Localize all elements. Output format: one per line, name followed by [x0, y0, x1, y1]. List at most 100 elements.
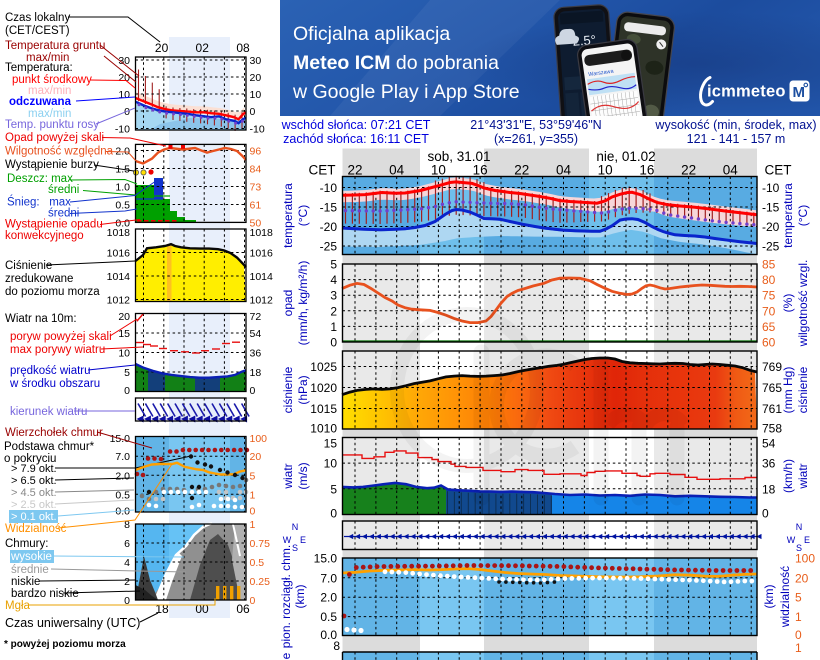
svg-text:2.0: 2.0	[115, 470, 130, 482]
svg-text:-20: -20	[762, 220, 780, 234]
svg-text:> 6.5 okt.: > 6.5 okt.	[11, 475, 57, 487]
svg-text:15: 15	[324, 437, 338, 451]
svg-text:Mgła: Mgła	[5, 600, 31, 612]
svg-text:ciśnienie: ciśnienie	[281, 366, 295, 413]
svg-text:w Google Play i App Store: w Google Play i App Store	[292, 81, 520, 103]
svg-text:5: 5	[330, 258, 337, 272]
svg-text:8: 8	[333, 639, 340, 653]
svg-text:758: 758	[762, 422, 782, 436]
svg-text:10: 10	[118, 348, 130, 360]
svg-text:Wystąpienie burzy: Wystąpienie burzy	[5, 159, 99, 171]
svg-text:* powyżej poziomu morza: * powyżej poziomu morza	[4, 639, 126, 650]
svg-text:121 - 141 - 157 m: 121 - 141 - 157 m	[687, 132, 786, 146]
svg-text:punkt środkowy: punkt środkowy	[12, 74, 92, 86]
svg-text:max porywy wiatru: max porywy wiatru	[10, 344, 105, 356]
svg-text:-25: -25	[320, 240, 338, 254]
svg-text:2: 2	[330, 304, 337, 318]
svg-text:ciśnienie: ciśnienie	[796, 366, 810, 413]
svg-text:1020: 1020	[310, 381, 337, 395]
svg-text:Deszcz: max: Deszcz: max	[7, 173, 73, 185]
svg-text:Chmury:: Chmury:	[5, 538, 48, 550]
svg-text:18: 18	[762, 482, 776, 496]
svg-text:Ciśnienie: Ciśnienie	[5, 260, 52, 272]
svg-text:6: 6	[124, 538, 130, 550]
svg-text:1025: 1025	[310, 360, 337, 374]
svg-text:0.75: 0.75	[250, 538, 271, 550]
svg-text:20: 20	[250, 72, 262, 84]
svg-text:średni: średni	[48, 184, 79, 196]
svg-text:Wystąpienie opadu: Wystąpienie opadu	[5, 219, 103, 231]
svg-text:CET: CET	[765, 163, 792, 178]
svg-text:02: 02	[196, 41, 210, 55]
svg-text:2.0: 2.0	[320, 591, 337, 605]
svg-text:(x=261, y=355): (x=261, y=355)	[494, 132, 578, 146]
svg-text:16: 16	[639, 163, 654, 178]
svg-text:(mm/h, kg/m²/h): (mm/h, kg/m²/h)	[296, 261, 310, 346]
svg-text:10: 10	[250, 89, 262, 101]
svg-text:20: 20	[795, 571, 809, 585]
svg-text:-20: -20	[320, 220, 338, 234]
svg-text:wilgotność wzgl.: wilgotność wzgl.	[796, 260, 810, 348]
svg-text:100: 100	[250, 433, 268, 445]
svg-text:Warszawa: Warszawa	[588, 69, 615, 79]
svg-text:CET: CET	[309, 163, 336, 178]
svg-text:100: 100	[795, 552, 815, 566]
svg-text:Wilgotność względna: Wilgotność względna	[5, 146, 114, 158]
svg-text:max/min: max/min	[28, 108, 71, 120]
svg-text:temperatura: temperatura	[781, 183, 795, 248]
svg-text:4: 4	[124, 557, 130, 569]
svg-text:73: 73	[250, 182, 262, 194]
svg-text:22: 22	[347, 163, 362, 178]
svg-text:84: 84	[250, 164, 262, 176]
svg-text:0.0: 0.0	[115, 217, 130, 229]
svg-text:(hPa): (hPa)	[296, 375, 310, 404]
svg-text:(m/s): (m/s)	[296, 462, 310, 489]
svg-text:18: 18	[250, 367, 262, 379]
svg-text:sob, 31.01: sob, 31.01	[427, 149, 490, 164]
svg-text:0.5: 0.5	[320, 610, 337, 624]
svg-text:1018: 1018	[107, 227, 131, 239]
svg-text:5: 5	[250, 470, 256, 482]
svg-text:10: 10	[598, 163, 613, 178]
svg-text:20: 20	[250, 451, 262, 463]
svg-text:04: 04	[556, 163, 572, 178]
svg-text:E: E	[804, 535, 810, 545]
svg-text:nie, 01.02: nie, 01.02	[596, 149, 655, 164]
svg-text:1014: 1014	[250, 271, 274, 283]
svg-text:1: 1	[250, 489, 256, 501]
svg-text:0.25: 0.25	[250, 576, 271, 588]
svg-text:60: 60	[762, 336, 776, 350]
svg-text:1018: 1018	[250, 227, 274, 239]
svg-text:(mm Hg): (mm Hg)	[781, 367, 795, 414]
svg-text:1015: 1015	[310, 402, 337, 416]
svg-text:0: 0	[124, 385, 130, 397]
svg-text:Śnieg: max: Śnieg: max	[7, 196, 71, 209]
svg-text:Temp. punktu rosy: Temp. punktu rosy	[5, 119, 99, 131]
svg-text:poryw powyżej skali: poryw powyżej skali	[10, 331, 112, 343]
svg-text:1014: 1014	[107, 271, 131, 283]
svg-text:Temperatura:: Temperatura:	[5, 62, 73, 74]
svg-text:0.0: 0.0	[115, 506, 130, 518]
svg-text:1: 1	[795, 610, 802, 624]
svg-text:N: N	[796, 522, 803, 532]
svg-text:Podstawa chmur*: Podstawa chmur*	[4, 441, 95, 453]
svg-text:0.5: 0.5	[115, 200, 130, 212]
svg-text:odczuwana: odczuwana	[9, 96, 72, 108]
svg-text:N: N	[292, 522, 299, 532]
svg-text:W: W	[283, 535, 292, 545]
svg-text:0: 0	[330, 507, 337, 521]
svg-text:bardzo niskie: bardzo niskie	[11, 588, 79, 600]
svg-text:(km/h): (km/h)	[781, 459, 795, 493]
svg-text:wiatr: wiatr	[281, 463, 295, 489]
svg-text:kierunek wiatru: kierunek wiatru	[10, 406, 87, 418]
svg-text:-10: -10	[115, 124, 130, 136]
svg-text:E: E	[300, 535, 306, 545]
svg-text:(km): (km)	[293, 585, 307, 609]
svg-text:(°C): (°C)	[296, 205, 310, 226]
svg-text:1.0: 1.0	[115, 182, 130, 194]
svg-text:1012: 1012	[250, 295, 274, 307]
svg-text:0: 0	[250, 106, 256, 118]
svg-text:10: 10	[324, 457, 338, 471]
svg-text:54: 54	[250, 328, 262, 340]
svg-text:Wierzchołek chmur: Wierzchołek chmur	[5, 427, 103, 439]
